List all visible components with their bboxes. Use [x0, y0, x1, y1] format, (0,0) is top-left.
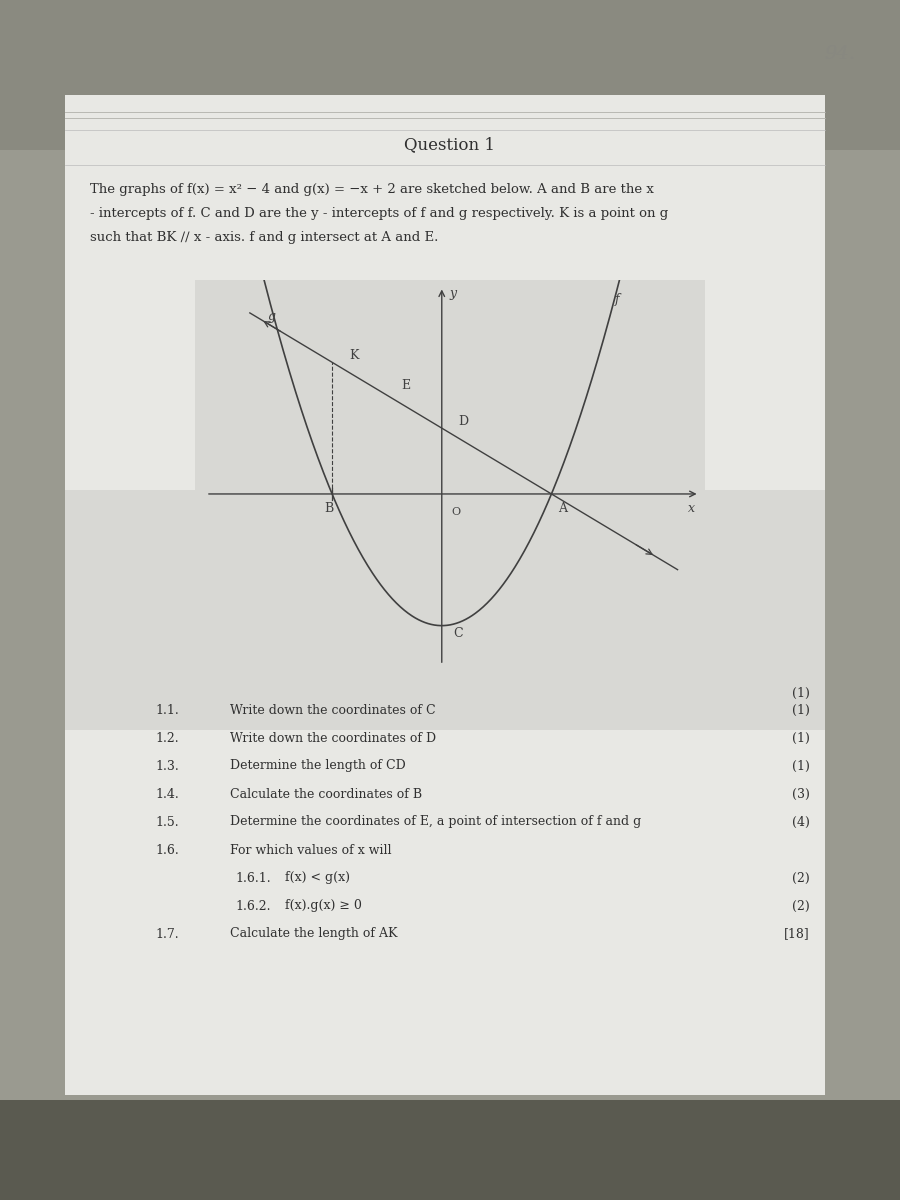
Text: 1.6.2.: 1.6.2.: [235, 900, 271, 912]
Text: B: B: [325, 502, 334, 515]
Text: (4): (4): [792, 816, 810, 828]
Text: (2): (2): [792, 871, 810, 884]
Text: E: E: [401, 379, 410, 391]
Text: (3): (3): [792, 787, 810, 800]
Text: f: f: [615, 293, 619, 306]
Text: (1): (1): [792, 703, 810, 716]
Text: 1.5.: 1.5.: [155, 816, 178, 828]
Text: y: y: [449, 287, 456, 300]
Bar: [0, 0, 900, 150]
Text: Write down the coordinates of C: Write down the coordinates of C: [230, 703, 436, 716]
Text: K: K: [349, 349, 359, 362]
Text: The graphs of f(x) = x² − 4 and g(x) = −x + 2 are sketched below. A and B are th: The graphs of f(x) = x² − 4 and g(x) = −…: [90, 184, 654, 197]
Text: - intercepts of f. C and D are the y - intercepts of f and g respectively. K is : - intercepts of f. C and D are the y - i…: [90, 208, 668, 221]
Text: 1.3.: 1.3.: [155, 760, 179, 773]
Text: O: O: [451, 508, 460, 517]
Text: such that BK ∕∕ x - axis. f and g intersect at A and E.: such that BK ∕∕ x - axis. f and g inters…: [90, 232, 438, 245]
Text: f(x).g(x) ≥ 0: f(x).g(x) ≥ 0: [285, 900, 362, 912]
Text: C: C: [454, 628, 463, 640]
Text: 1.1.: 1.1.: [155, 703, 179, 716]
Bar: [65, 95, 825, 1094]
Text: [18]: [18]: [784, 928, 810, 941]
Text: D: D: [459, 415, 469, 428]
Text: g: g: [268, 310, 275, 323]
Bar: [0, 1100, 900, 1200]
Text: 1.4.: 1.4.: [155, 787, 179, 800]
Text: (1): (1): [792, 760, 810, 773]
Text: 1.7.: 1.7.: [155, 928, 178, 941]
Text: Determine the length of CD: Determine the length of CD: [230, 760, 406, 773]
Text: 94.: 94.: [824, 44, 855, 62]
Text: Determine the coordinates of E, a point of intersection of f and g: Determine the coordinates of E, a point …: [230, 816, 641, 828]
Bar: [65, 490, 825, 730]
Text: Calculate the coordinates of B: Calculate the coordinates of B: [230, 787, 422, 800]
Text: For which values of x will: For which values of x will: [230, 844, 392, 857]
Text: Write down the coordinates of D: Write down the coordinates of D: [230, 732, 436, 744]
Text: 1.6.1.: 1.6.1.: [235, 871, 271, 884]
Text: (1): (1): [792, 732, 810, 744]
Text: x: x: [688, 503, 695, 515]
Text: Calculate the length of AK: Calculate the length of AK: [230, 928, 398, 941]
Text: A: A: [558, 502, 567, 515]
Text: (2): (2): [792, 900, 810, 912]
Text: Question 1: Question 1: [404, 137, 496, 154]
Text: (1): (1): [792, 686, 810, 700]
Text: f(x) < g(x): f(x) < g(x): [285, 871, 350, 884]
Text: 1.2.: 1.2.: [155, 732, 178, 744]
Text: 1.6.: 1.6.: [155, 844, 179, 857]
Bar: [0, 150, 900, 1100]
